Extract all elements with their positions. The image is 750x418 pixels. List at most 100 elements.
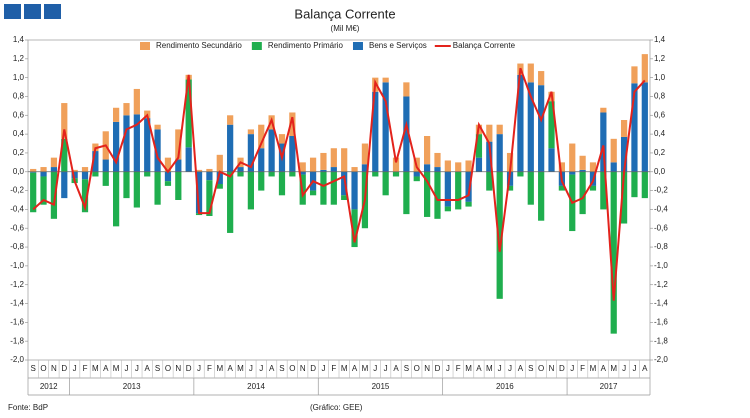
y-tick-label: 1,2: [13, 54, 25, 63]
x-tick-label: M: [465, 364, 472, 373]
bar-segment: [206, 180, 213, 216]
y2-tick-label: 0,0: [654, 167, 666, 176]
bar-segment: [144, 171, 151, 177]
x-tick-label: O: [289, 364, 295, 373]
x-tick-label: J: [384, 364, 388, 373]
y-tick-label: -1,6: [10, 317, 24, 326]
bar-segment: [258, 148, 265, 172]
year-label: 2016: [496, 382, 514, 391]
y2-tick-label: -1,4: [654, 299, 668, 308]
x-tick-label: J: [622, 364, 626, 373]
y2-tick-label: 1,4: [654, 35, 666, 44]
bar-segment: [424, 164, 431, 172]
x-tick-label: J: [373, 364, 377, 373]
logo-block: [44, 4, 61, 19]
x-tick-label: O: [538, 364, 544, 373]
y2-tick-label: 1,2: [654, 54, 666, 63]
bar-segment: [475, 157, 483, 172]
bar-segment: [506, 185, 514, 191]
plot-frame: [27, 39, 651, 361]
bar-segment: [309, 157, 317, 172]
bar-segment: [548, 148, 555, 172]
x-tick-label: J: [73, 364, 77, 373]
bar-segment: [237, 171, 244, 177]
bar-segment: [444, 171, 451, 207]
y-tick-label: -1,8: [10, 336, 24, 345]
bar-segment: [227, 115, 234, 125]
bar-segment: [392, 157, 400, 172]
x-tick-label: A: [642, 364, 648, 373]
y2-tick-label: -0,8: [654, 242, 668, 251]
bar-segment: [258, 171, 265, 191]
bar-segment: [403, 171, 410, 215]
x-tick-label: A: [269, 364, 275, 373]
bar-segment: [641, 171, 648, 199]
bar-segment: [123, 103, 130, 116]
x-tick-label: N: [51, 364, 57, 373]
y2-tick-label: 1,0: [654, 73, 666, 82]
logo-block: [4, 4, 21, 19]
y2-tick-label: 0,6: [654, 110, 666, 119]
bar-segment: [538, 171, 545, 221]
bar-segment: [40, 167, 47, 172]
bar-segment: [382, 171, 389, 196]
y-tick-label: -2,0: [10, 355, 24, 364]
bar-segment: [92, 151, 99, 172]
y-tick-label: -0,2: [10, 186, 24, 195]
x-tick-label: F: [207, 364, 212, 373]
bar-segment: [133, 88, 140, 115]
line-series: [32, 67, 646, 301]
bar-segment: [237, 167, 244, 172]
bar-segment: [486, 171, 493, 191]
bar-segment: [424, 136, 431, 165]
bar-segment: [496, 124, 503, 135]
x-tick-label: J: [124, 364, 128, 373]
bar-segment: [589, 162, 597, 172]
x-tick-label: A: [393, 364, 399, 373]
x-tick-label: O: [414, 364, 420, 373]
bar-segment: [434, 167, 441, 172]
y2-tick-label: -0,2: [654, 186, 668, 195]
x-tick-label: D: [310, 364, 316, 373]
legend-label: Balança Corrente: [453, 41, 516, 50]
bar-segment: [434, 152, 441, 168]
bar-segment: [102, 159, 109, 172]
y-tick-label: 1,4: [13, 35, 25, 44]
y-tick-label: 0,4: [13, 129, 25, 138]
bar-segment: [600, 112, 607, 172]
chart-title: Balança Corrente: [294, 6, 395, 21]
bar-segment: [403, 82, 410, 97]
bar-segment: [527, 63, 534, 83]
bar-segment: [413, 176, 420, 182]
x-tick-label: S: [31, 364, 36, 373]
x-tick-label: A: [518, 364, 524, 373]
bar-segment: [247, 134, 254, 172]
bar-segment: [123, 171, 130, 199]
bar-segment: [569, 171, 576, 175]
bar-segment: [268, 171, 275, 177]
y2-tick-label: -0,4: [654, 205, 668, 214]
bar-segment: [206, 171, 213, 181]
bar-segment: [61, 171, 68, 199]
bar-segment: [548, 101, 555, 149]
x-tick-label: N: [549, 364, 555, 373]
source: Fonte: BdP: [8, 403, 48, 412]
bar-segment: [164, 181, 172, 186]
x-tick-label: D: [435, 364, 441, 373]
bar-segment: [113, 121, 120, 172]
x-tick-label: M: [341, 364, 348, 373]
bar-segment: [30, 172, 37, 213]
x-tick-label: M: [237, 364, 244, 373]
bar-segment: [579, 169, 586, 172]
bar-segment: [195, 169, 203, 172]
bar-segment: [558, 162, 565, 172]
bar-segment: [527, 82, 534, 172]
y-tick-label: 0,8: [13, 92, 25, 101]
y2-tick-label: 0,4: [654, 129, 666, 138]
bar-segment: [372, 91, 379, 172]
bar-segment: [610, 138, 617, 163]
x-tick-label: A: [352, 364, 358, 373]
x-tick-label: M: [92, 364, 99, 373]
bar-segment: [620, 120, 628, 137]
